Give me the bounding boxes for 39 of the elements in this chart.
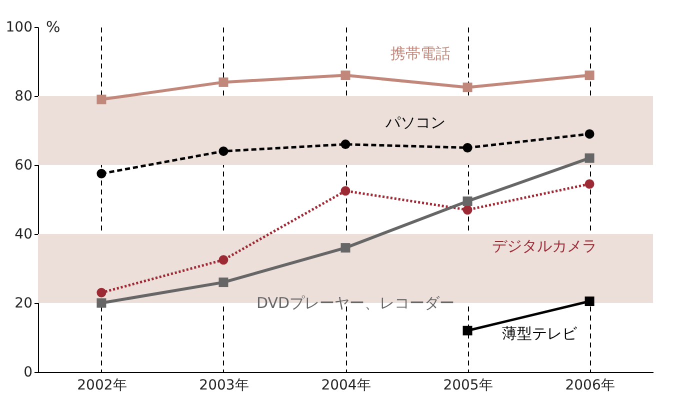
point (340, 186, 350, 196)
x-tick-label: 2005年 (443, 378, 493, 394)
series-label: 携帯電話 (390, 44, 450, 62)
point (462, 82, 472, 92)
x-tick-label: 2006年 (565, 378, 615, 394)
x-tick-label: 2002年 (77, 378, 127, 394)
y-tick-label: 100 (6, 20, 32, 36)
point (462, 326, 472, 336)
point (584, 179, 594, 189)
y-tick-label: 0 (24, 364, 32, 380)
y-tick-label: 40 (14, 226, 32, 242)
point (584, 129, 594, 139)
point (96, 168, 106, 178)
point (584, 153, 594, 163)
point (462, 205, 472, 215)
point (340, 70, 350, 80)
point (584, 70, 594, 80)
x-tick-label: 2003年 (199, 378, 249, 394)
point (218, 255, 228, 265)
y-tick-label: 60 (14, 158, 32, 174)
point (462, 196, 472, 206)
text: デジタルカメラ (492, 236, 598, 255)
point (340, 243, 350, 253)
y-axis-title: % (46, 18, 60, 36)
x-tick-label: 2004年 (321, 378, 371, 394)
series-label: 薄型テレビ (502, 324, 578, 342)
y-tick-label: 80 (14, 88, 32, 104)
point (584, 296, 594, 306)
series-label: DVDプレーヤー、レコーダー (256, 294, 455, 312)
point (340, 140, 350, 150)
point (96, 288, 106, 298)
point (462, 143, 472, 152)
point (96, 94, 106, 104)
point (218, 146, 228, 156)
series-label: パソコン (384, 113, 446, 132)
y-tick-label: 20 (14, 296, 32, 312)
point (218, 278, 228, 288)
point (218, 77, 228, 87)
point (96, 298, 106, 308)
